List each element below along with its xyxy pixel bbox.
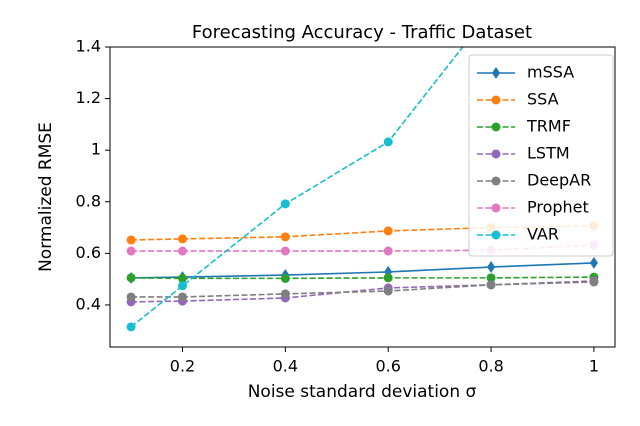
legend-label: Prophet [527, 198, 589, 217]
x-tick-label: 0.4 [273, 357, 298, 376]
marker [486, 273, 496, 283]
y-tick-label: 0.4 [76, 294, 101, 313]
marker [589, 277, 599, 287]
marker [178, 234, 188, 244]
marker [178, 246, 188, 256]
marker [126, 246, 136, 256]
legend-label: mSSA [527, 63, 574, 82]
axes-frame [109, 46, 616, 348]
marker [126, 292, 136, 302]
marker [491, 149, 501, 159]
marker [126, 322, 136, 332]
marker [280, 246, 290, 256]
marker [491, 122, 501, 132]
marker [491, 176, 501, 186]
marker [589, 256, 598, 269]
marker [492, 67, 500, 79]
marker [491, 203, 501, 213]
marker [491, 230, 501, 240]
y-tick-label: 0.6 [76, 243, 101, 262]
marker [280, 273, 290, 283]
marker [178, 292, 188, 302]
marker [178, 273, 188, 283]
x-tick-label: 0.2 [170, 357, 195, 376]
marker [383, 273, 393, 283]
legend-box [468, 54, 614, 257]
legend-label: DeepAR [527, 171, 591, 190]
series-line [131, 281, 594, 298]
marker [383, 246, 393, 256]
marker [280, 289, 290, 299]
marker [491, 95, 501, 105]
marker [383, 286, 393, 296]
marker [487, 261, 496, 274]
y-tick-label: 1.2 [76, 88, 101, 107]
x-tick-label: 0.6 [375, 357, 400, 376]
legend-label: TRMF [526, 117, 571, 136]
x-axis-label: Noise standard deviation σ [248, 382, 477, 402]
legend-label: SSA [527, 90, 559, 109]
y-tick-label: 1 [91, 140, 101, 159]
marker [178, 281, 188, 291]
marker [486, 280, 496, 290]
series-line [131, 262, 594, 279]
y-axis-label: Normalized RMSE [36, 122, 56, 272]
y-tick-label: 1.4 [76, 37, 101, 56]
series-line [130, 47, 464, 328]
series-line [131, 276, 594, 280]
chart-title: Forecasting Accuracy - Traffic Dataset [192, 22, 532, 43]
legend-label: VAR [527, 225, 559, 244]
marker [280, 232, 290, 242]
marker [280, 199, 290, 209]
y-tick-label: 0.8 [76, 191, 101, 210]
x-tick-label: 0.8 [478, 357, 503, 376]
marker [126, 235, 136, 245]
x-tick-label: 1 [589, 357, 599, 376]
legend-label: LSTM [527, 144, 570, 163]
marker [383, 137, 393, 147]
marker [383, 226, 393, 236]
marker [126, 273, 136, 283]
